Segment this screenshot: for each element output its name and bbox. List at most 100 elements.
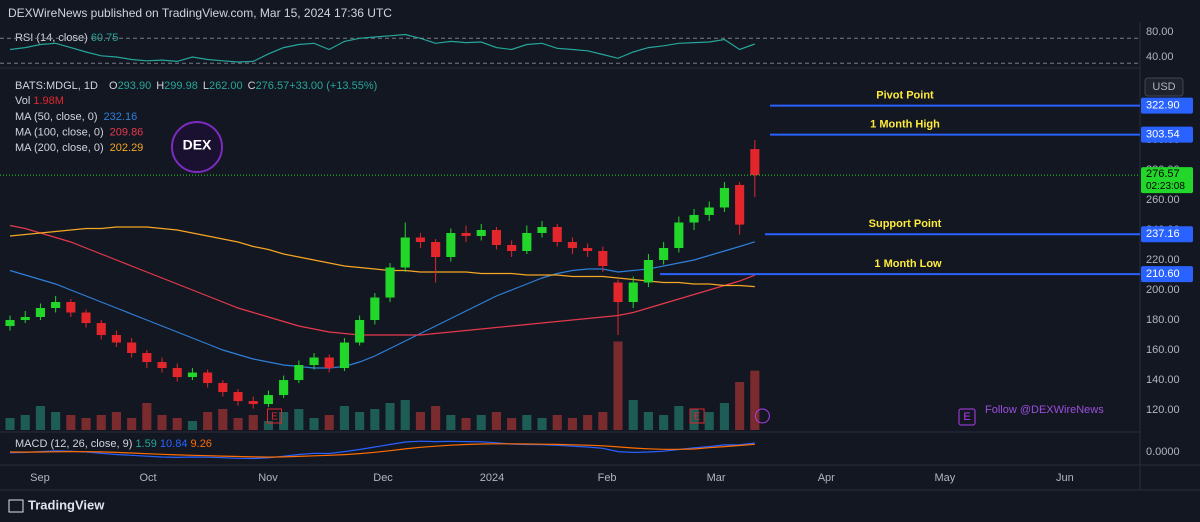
volume-bar	[583, 415, 593, 430]
candle-body	[400, 237, 410, 268]
macd-value: 10.84	[160, 438, 188, 450]
volume-bar	[203, 412, 213, 430]
candle-body	[127, 342, 137, 354]
volume-bar	[157, 415, 167, 430]
signal-value: 9.26	[191, 438, 212, 450]
volume-bar	[643, 412, 653, 430]
volume-bar	[20, 415, 30, 430]
candle-body	[431, 241, 441, 258]
ma-legend: MA (50, close, 0) 232.16	[15, 111, 137, 123]
ma-value: 202.29	[110, 142, 144, 154]
candle-body	[279, 380, 289, 396]
volume-bar	[415, 412, 425, 430]
candle-body	[522, 232, 532, 251]
y-tick-label: 260.00	[1146, 194, 1180, 206]
change: +33.00 (+13.55%)	[289, 80, 377, 92]
volume-bar	[659, 415, 669, 430]
symbol-legend: BATS:MDGL, 1D O293.90 H299.98 L262.00 C276.…	[15, 80, 377, 92]
brand[interactable]: TradingView	[28, 497, 105, 512]
candle-body	[203, 372, 213, 384]
last-price-tag	[1141, 167, 1193, 194]
candle-body	[415, 237, 425, 242]
y-tick-label: 200.00	[1146, 284, 1180, 296]
candle-body	[689, 214, 699, 223]
ma-value: 209.86	[110, 126, 144, 138]
ohlc-value: 299.98	[164, 80, 198, 92]
volume-bar	[279, 412, 289, 430]
earnings-icon	[689, 408, 705, 424]
candle-body	[537, 226, 547, 233]
volume-bar	[51, 412, 61, 430]
follow-text[interactable]: Follow @DEXWireNews	[985, 404, 1104, 416]
candle-body	[172, 368, 182, 378]
volume-bar	[355, 412, 365, 430]
volume-bar	[628, 400, 638, 430]
ma-line	[9, 226, 755, 288]
countdown: 02:23:08	[1146, 181, 1185, 192]
volume-legend: Vol 1.98M	[15, 95, 64, 107]
candle-body	[355, 320, 365, 343]
x-tick-label: 2024	[480, 472, 504, 484]
rsi-tick-label: 40.00	[1146, 51, 1174, 63]
volume-bar	[294, 409, 304, 430]
candle-body	[659, 247, 669, 261]
candle-body	[81, 312, 91, 324]
x-tick-label: May	[934, 472, 955, 484]
candle-body	[446, 232, 456, 258]
volume-bar	[81, 418, 91, 430]
volume-bar	[172, 418, 182, 430]
brand-icon	[8, 499, 24, 513]
candle-body	[552, 226, 562, 242]
volume-bar	[324, 415, 334, 430]
candle-body	[157, 362, 167, 369]
y-tick-label: 160.00	[1146, 344, 1180, 356]
candle-body	[142, 353, 152, 363]
earnings-marker: E	[694, 412, 701, 423]
x-tick-label: Mar	[707, 472, 726, 484]
volume-bar	[674, 406, 684, 430]
ma-name: MA (200, close, 0)	[15, 142, 104, 154]
currency-box[interactable]	[1144, 77, 1184, 97]
rsi-line	[9, 33, 756, 63]
candle-body	[309, 357, 319, 366]
x-tick-label: Apr	[818, 472, 835, 484]
volume-bar	[598, 412, 608, 430]
ohlc-key: L	[203, 80, 209, 92]
ma-name: MA (100, close, 0)	[15, 126, 104, 138]
volume-name: Vol	[15, 95, 30, 107]
level-tag	[1141, 97, 1193, 114]
macd-hist-value: 1.59	[135, 438, 156, 450]
y-tick-label: 180.00	[1146, 314, 1180, 326]
candle-body	[674, 222, 684, 248]
volume-bar	[5, 418, 15, 430]
level-tag-label: 237.16	[1146, 228, 1180, 240]
level-tag	[1141, 126, 1193, 143]
follow-icon	[958, 408, 976, 426]
macd-tick-label: 0.0000	[1146, 446, 1180, 458]
candle-body	[643, 260, 653, 283]
volume-bar	[370, 409, 380, 430]
volume-bar	[491, 412, 501, 430]
currency: USD	[1152, 81, 1175, 93]
candle-body	[324, 357, 334, 369]
candle-body	[263, 395, 273, 405]
x-tick-label: Sep	[30, 472, 50, 484]
signal-line	[9, 443, 755, 458]
level-name: Pivot Point	[876, 90, 934, 102]
symbol: BATS:MDGL, 1D	[15, 80, 98, 92]
volume-bar	[96, 415, 106, 430]
logo-circle	[171, 121, 223, 173]
volume-bar	[127, 418, 137, 430]
candle-body	[598, 250, 608, 267]
candle-body	[5, 320, 15, 327]
volume-bar	[719, 403, 729, 430]
level-tag-label: 322.90	[1146, 100, 1180, 112]
volume-bar	[704, 412, 714, 430]
candle-body	[35, 308, 45, 318]
volume-bar	[66, 415, 76, 430]
candle-body	[187, 372, 197, 378]
rsi-value: 60.75	[91, 32, 119, 44]
volume-bar	[218, 409, 228, 430]
volume-bar	[552, 415, 562, 430]
ohlc-value: 262.00	[209, 80, 243, 92]
